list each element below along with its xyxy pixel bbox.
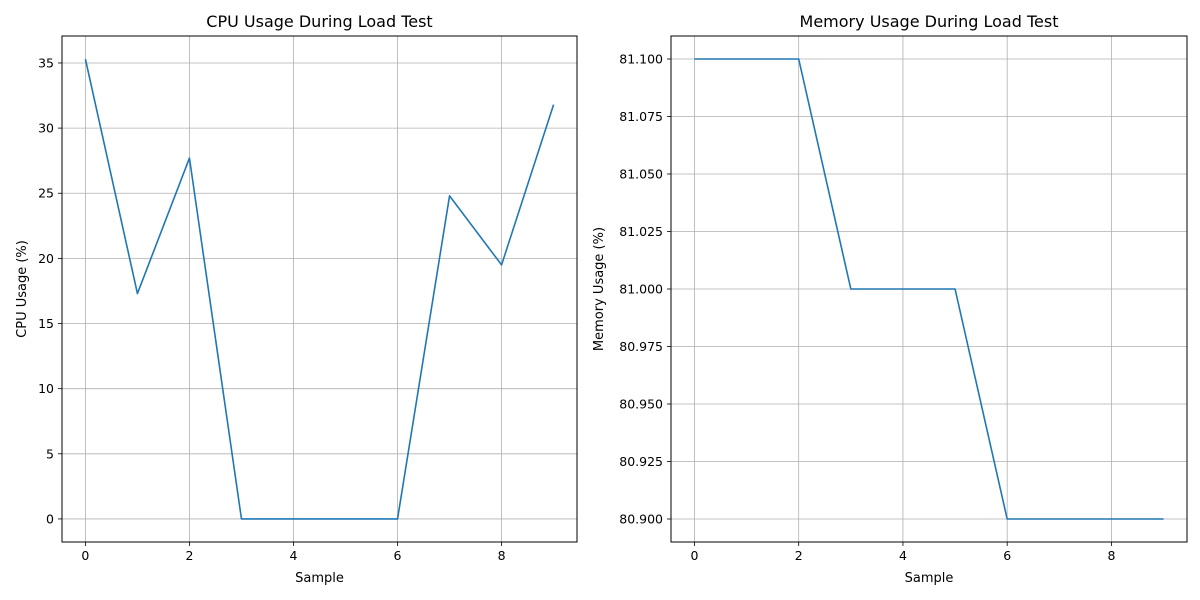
memory-x-axis-label: Sample <box>905 571 954 586</box>
memory-y-tick-label: 81.000 <box>619 282 663 297</box>
cpu-y-tick-label: 35 <box>38 55 54 70</box>
memory-y-tick-label: 80.925 <box>619 454 663 469</box>
cpu-chart-title: CPU Usage During Load Test <box>206 12 432 31</box>
memory-x-tick-label: 6 <box>1003 548 1011 563</box>
cpu-x-tick-label: 8 <box>498 548 506 563</box>
memory-y-tick-label: 80.975 <box>619 339 663 354</box>
memory-y-axis-label: Memory Usage (%) <box>592 227 607 351</box>
memory-x-tick-label: 2 <box>795 548 803 563</box>
cpu-x-axis-label: Sample <box>295 571 344 586</box>
cpu-y-tick-label: 15 <box>38 316 54 331</box>
cpu-y-tick-label: 25 <box>38 186 54 201</box>
cpu-y-tick-label: 5 <box>46 446 54 461</box>
cpu-y-tick-label: 10 <box>38 381 54 396</box>
cpu-y-tick-label: 20 <box>38 251 54 266</box>
memory-chart-title: Memory Usage During Load Test <box>800 12 1059 31</box>
memory-series-line <box>694 58 1164 520</box>
memory-x-tick-label: 0 <box>690 548 698 563</box>
cpu-x-tick-label: 2 <box>185 548 193 563</box>
memory-y-tick-label: 80.950 <box>619 397 663 412</box>
cpu-x-tick-label: 6 <box>394 548 402 563</box>
cpu-x-tick-label: 0 <box>81 548 89 563</box>
memory-y-tick-label: 81.050 <box>619 167 663 182</box>
cpu-y-axis-label: CPU Usage (%) <box>15 240 30 338</box>
cpu-series-line <box>84 58 555 520</box>
memory-usage-chart: 0 2 4 6 8 80.900 80.925 80.950 80.975 81.000 81.02… <box>592 12 1188 586</box>
cpu-plot-area <box>62 36 577 542</box>
cpu-y-tick-label: 30 <box>38 121 54 136</box>
memory-y-tick-label: 81.025 <box>619 224 663 239</box>
memory-x-tick-label: 4 <box>899 548 907 563</box>
memory-y-tick-label: 81.075 <box>619 109 663 124</box>
cpu-x-tick-label: 4 <box>290 548 298 563</box>
memory-x-tick-label: 8 <box>1107 548 1115 563</box>
memory-y-tick-label: 80.900 <box>619 512 663 527</box>
cpu-axes-frame <box>61 35 578 543</box>
cpu-usage-chart: 0 2 4 6 8 0 5 10 15 20 25 30 35 CPU Usage During Load… <box>15 12 578 586</box>
cpu-y-tick-label: 0 <box>46 511 54 526</box>
memory-y-tick-label: 81.100 <box>619 52 663 67</box>
